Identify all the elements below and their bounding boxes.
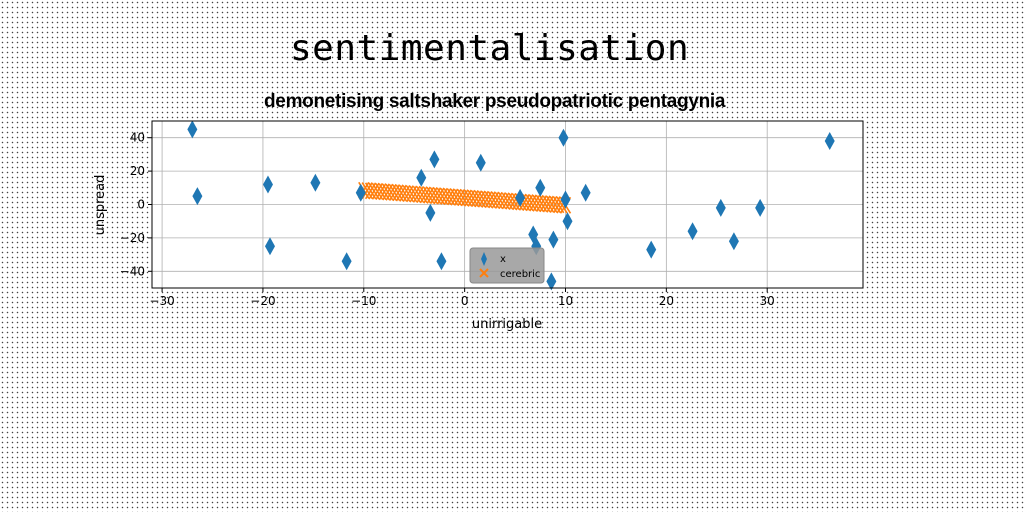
series-layer: [187, 120, 835, 291]
point-series-1: [264, 237, 275, 256]
legend-label-series-1: x: [500, 254, 506, 265]
y-tick-label: 40: [130, 131, 145, 145]
x-axis-label: unirrigable: [472, 317, 542, 332]
figure-suptitle: sentimentalisation: [290, 28, 690, 69]
point-series-1: [755, 198, 766, 217]
x-tick-label: 10: [558, 294, 573, 308]
x-tick-label: −30: [149, 294, 174, 308]
point-series-1: [192, 187, 203, 206]
point-series-1: [262, 175, 273, 194]
point-series-1: [429, 150, 440, 169]
x-tick-label: 30: [760, 294, 775, 308]
point-series-1: [560, 190, 571, 209]
y-axis-label: unspread: [93, 175, 108, 236]
point-series-1: [436, 252, 447, 271]
x-tick-label: 20: [659, 294, 674, 308]
point-series-1: [355, 183, 366, 202]
point-series-1: [187, 120, 198, 139]
legend-marker-series-1: [481, 252, 487, 266]
x-tick-label: 0: [461, 294, 469, 308]
point-series-1: [515, 188, 526, 207]
point-series-1: [341, 252, 352, 271]
point-series-1: [646, 240, 657, 259]
legend: x cerebric: [469, 247, 545, 284]
point-series-1: [310, 173, 321, 192]
point-series-1: [562, 212, 573, 231]
legend-marker-series-2: [479, 268, 489, 278]
x-tick-label: −20: [250, 294, 275, 308]
point-series-1: [824, 132, 835, 151]
point-series-1: [546, 272, 557, 291]
y-tick-label: −40: [120, 264, 145, 278]
point-series-1: [558, 128, 569, 147]
point-series-1: [728, 232, 739, 251]
y-tick-label: 20: [130, 164, 145, 178]
point-series-1: [475, 153, 486, 172]
legend-label-series-2: cerebric: [500, 269, 540, 280]
y-tick-label: 0: [137, 198, 145, 212]
y-tick-label: −20: [120, 231, 145, 245]
point-series-1: [580, 183, 591, 202]
point-series-1: [535, 178, 546, 197]
chart-title: demonetising saltshaker pseudopatriotic …: [264, 91, 726, 112]
point-series-1: [715, 198, 726, 217]
point-series-1: [425, 203, 436, 222]
legend-box: [469, 247, 545, 284]
axes: −30 −20 −10 0 10 20 30 −40 −20 0 20 40: [120, 131, 775, 308]
point-series-1: [687, 222, 698, 241]
point-series-1: [416, 168, 427, 187]
point-series-1: [548, 230, 559, 249]
x-tick-label: −10: [351, 294, 376, 308]
